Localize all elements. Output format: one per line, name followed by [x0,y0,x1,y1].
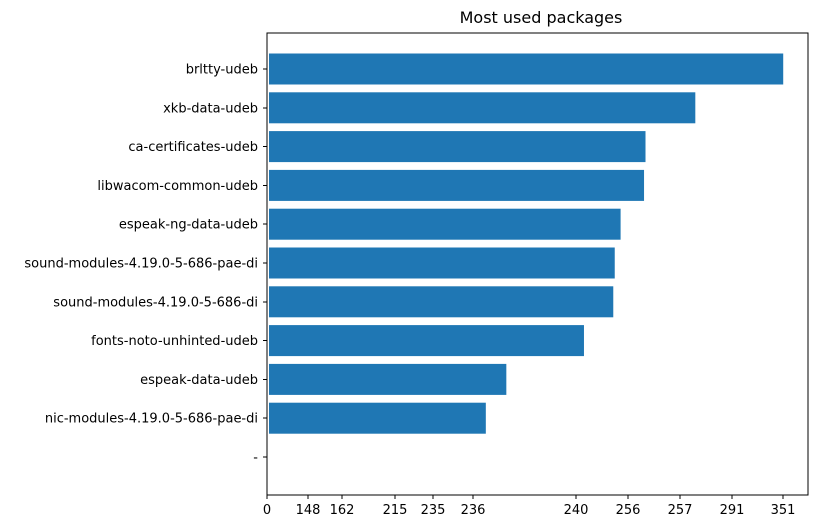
y-tick-label: brltty-udeb [186,63,258,78]
bar-0 [269,53,784,85]
bars-layer [269,53,784,434]
x-tick-label: 215 [383,503,408,518]
plot-frame [266,32,809,496]
x-tick-label: 351 [771,503,796,518]
y-tick-label: sound-modules-4.19.0-5-686-di [53,295,258,310]
bar-6 [269,286,614,318]
y-tick-label: fonts-noto-unhinted-udeb [91,334,258,349]
x-tick-label: 0 [263,503,271,518]
bar-7 [269,325,584,357]
x-tick-label: 240 [564,503,589,518]
x-tick-label: 162 [330,503,355,518]
bar-5 [269,247,615,279]
bar-1 [269,92,696,124]
bar-2 [269,131,646,163]
y-axis-ticks: brltty-udeb xkb-data-udeb ca-certificates-… [24,63,267,466]
plot-border [266,32,809,496]
chart-title: Most used packages [460,8,623,27]
bar-4 [269,208,621,240]
y-tick-label: - [253,451,258,466]
bar-9 [269,402,486,434]
x-tick-label: 236 [461,503,486,518]
y-tick-label: xkb-data-udeb [163,101,258,116]
x-tick-label: 256 [616,503,641,518]
y-tick-label: espeak-ng-data-udeb [119,218,258,233]
x-axis-ticks: 0 148 162 215 235 236 240 256 257 291 351 [263,495,796,518]
y-tick-label: nic-modules-4.19.0-5-686-pae-di [45,412,258,427]
x-tick-label: 235 [421,503,446,518]
bar-3 [269,169,645,201]
x-tick-label: 291 [720,503,745,518]
y-tick-label: sound-modules-4.19.0-5-686-pae-di [24,257,258,272]
y-tick-label: libwacom-common-udeb [97,179,258,194]
x-tick-label: 148 [296,503,321,518]
y-tick-label: espeak-data-udeb [140,373,258,388]
x-tick-label: 257 [668,503,693,518]
bar-8 [269,363,507,395]
y-tick-label: ca-certificates-udeb [128,140,258,155]
